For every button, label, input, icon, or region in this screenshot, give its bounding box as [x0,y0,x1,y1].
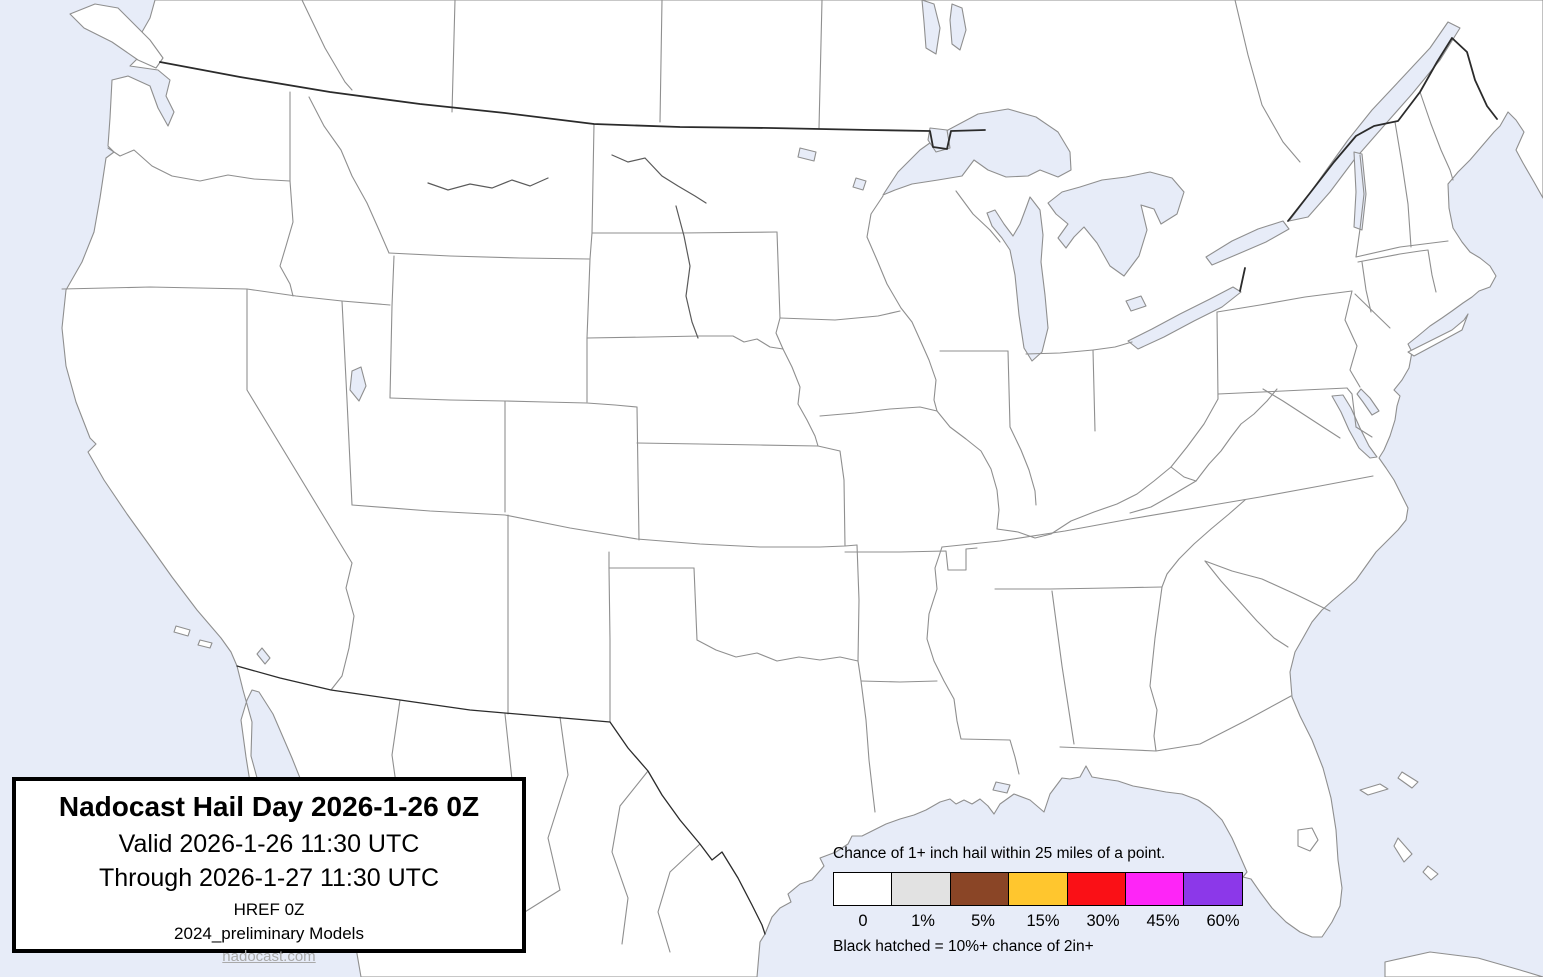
us-canada-border-west [159,61,986,150]
forecast-title-box: Nadocast Hail Day 2026-1-26 0Z Valid 202… [12,777,526,965]
missouri-river-nd [611,154,707,204]
legend-footnote: Black hatched = 10%+ chance of 2in+ [833,938,1094,955]
legend-swatch [891,872,952,906]
legend-label: 45% [1146,912,1180,930]
legend-color-bar [833,872,1253,906]
legend-label: 15% [1026,912,1060,930]
lake-st-clair [1125,295,1147,312]
cuba [1384,951,1543,977]
forecast-model: HREF 0Z [233,900,305,919]
legend-labels: 0 1% 5% 15% 30% 45% 60% [833,912,1253,931]
delaware-bay [1356,388,1380,416]
lake-okeechobee [1297,827,1319,852]
lake-erie [1127,286,1242,350]
great-salt-lake [349,366,367,402]
long-island [1407,313,1469,357]
niagara-border [1239,267,1246,292]
missouri-river-sd [675,205,699,339]
legend-label: 30% [1086,912,1120,930]
lake-champlain [1353,151,1367,231]
bahamas-island [1393,837,1413,863]
probability-legend: Chance of 1+ inch hail within 25 miles o… [833,845,1253,956]
legend-caption: Chance of 1+ inch hail within 25 miles o… [833,845,1166,862]
rivers [427,154,707,339]
map-land [61,0,1543,977]
us-mexico-border [236,665,766,935]
legend-swatch [833,872,893,906]
legend-swatch [1125,872,1186,906]
continent-outline [61,0,1543,977]
legend-swatch [1183,872,1244,906]
legend-swatch [1008,872,1069,906]
lake-manitoba [949,3,967,51]
vancouver-island [69,3,164,69]
st-lawrence-river [1288,21,1461,222]
map-lakes [256,0,1461,852]
chesapeake-bay [1331,394,1378,459]
missouri-river-mt [427,177,549,191]
lake-huron [1047,171,1185,277]
legend-swatch [1066,872,1127,906]
country-borders [159,37,1498,935]
channel-island [173,625,191,637]
lake-pontchartrain [992,781,1011,794]
mille-lacs-lake [852,177,867,191]
bahamas-island [1397,771,1419,789]
forecast-through-time: Through 2026-1-27 11:30 UTC [98,864,439,892]
lake-ontario [1205,220,1290,266]
us-canada-border-east [1287,37,1498,222]
forecast-valid-time: Valid 2026-1-26 11:30 UTC [118,830,420,858]
legend-label: 1% [911,912,935,930]
legend-label: 60% [1206,912,1240,930]
legend-label: 0 [858,912,868,930]
bahamas-island [1359,783,1389,796]
channel-island [197,639,213,649]
lake-winnipeg [921,0,941,55]
legend-swatch [949,872,1010,906]
lake-michigan [986,196,1049,362]
salton-sea [256,647,271,665]
nadocast-site-link[interactable]: nadocast.com [222,948,316,965]
lake-superior [882,108,1072,196]
red-lake [797,147,817,162]
legend-label: 5% [971,912,995,930]
forecast-models-note: 2024_preliminary Models [174,924,364,943]
bahamas-island [1422,865,1439,881]
forecast-title: Nadocast Hail Day 2026-1-26 0Z [58,791,480,822]
